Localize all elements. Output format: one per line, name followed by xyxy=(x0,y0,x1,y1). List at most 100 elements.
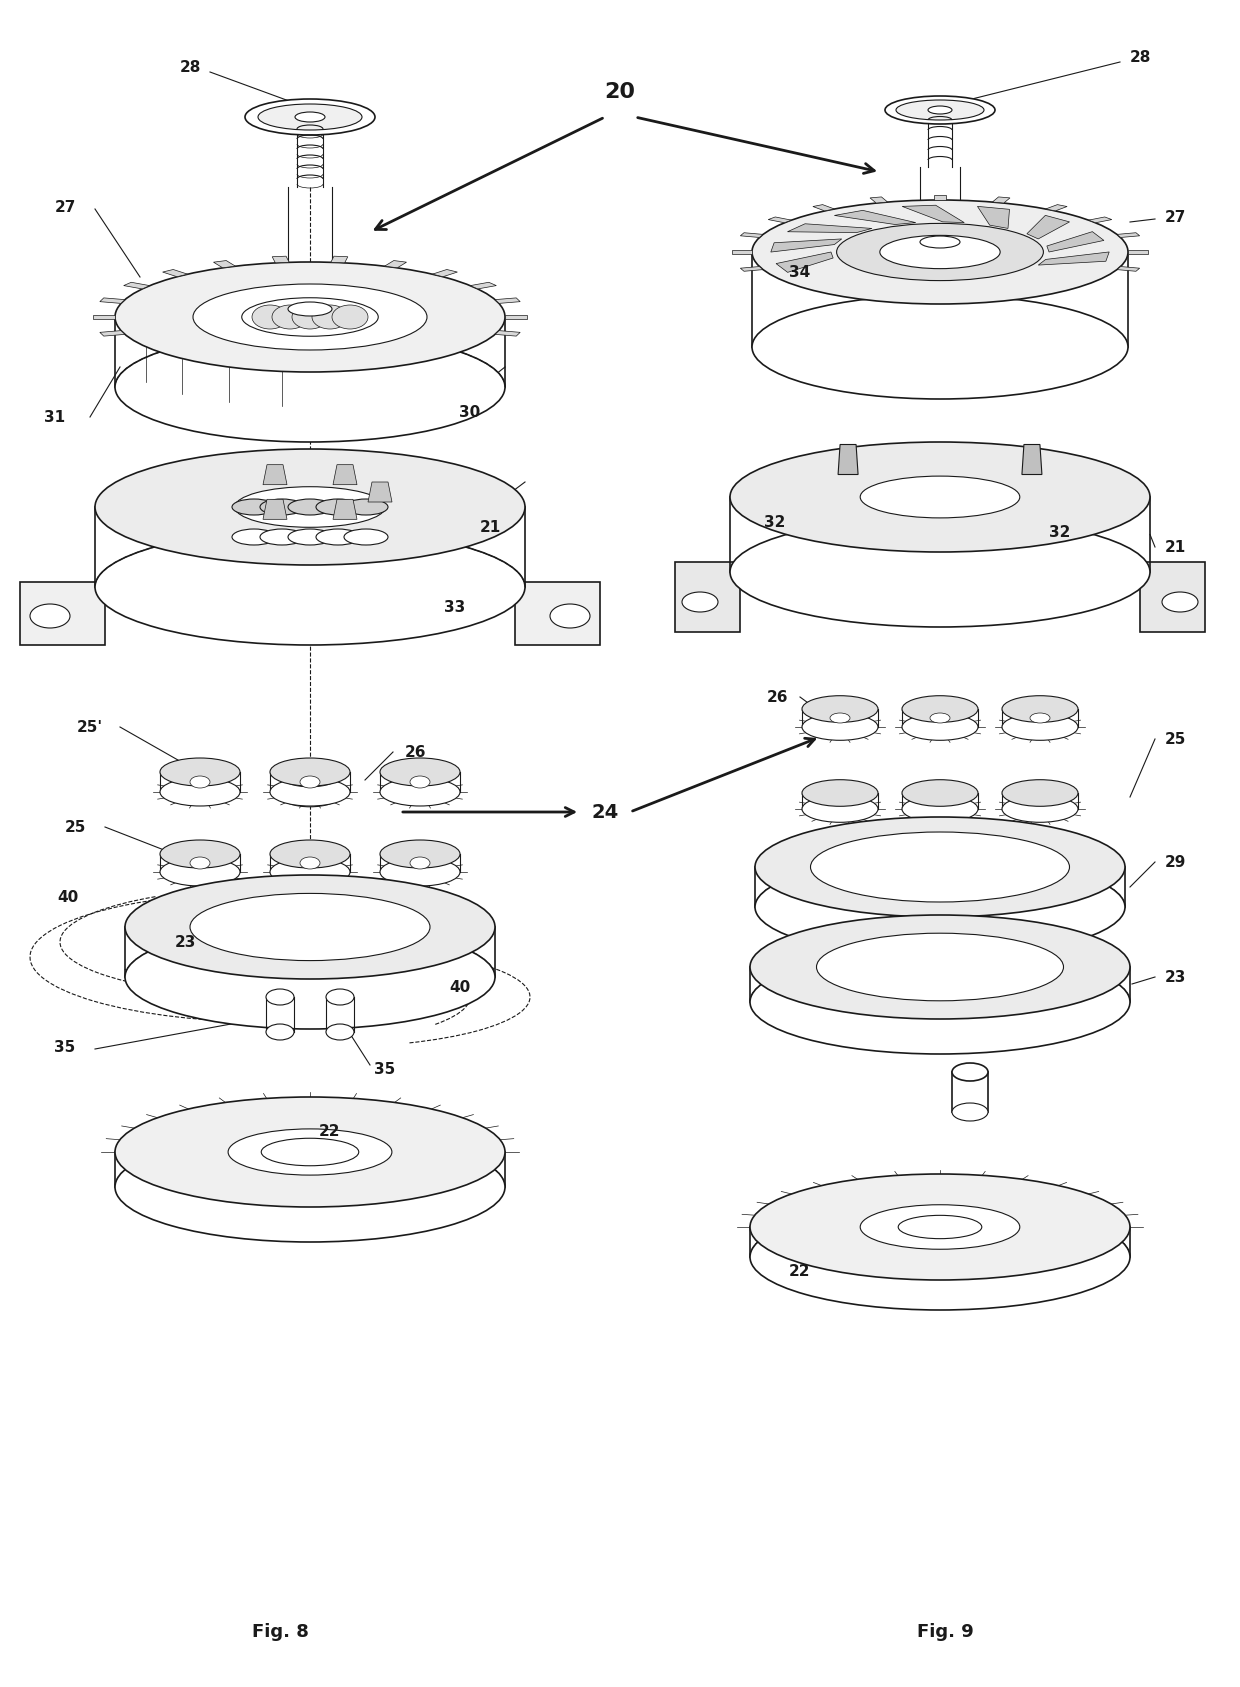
Polygon shape xyxy=(740,233,763,238)
Ellipse shape xyxy=(343,499,388,515)
Polygon shape xyxy=(273,256,289,263)
Text: 27: 27 xyxy=(55,199,76,214)
Polygon shape xyxy=(368,482,392,503)
Text: 35: 35 xyxy=(374,1061,396,1076)
Ellipse shape xyxy=(952,1103,988,1120)
Ellipse shape xyxy=(288,499,332,515)
Ellipse shape xyxy=(343,530,388,545)
Text: 23: 23 xyxy=(1164,970,1185,985)
Ellipse shape xyxy=(232,530,277,545)
Polygon shape xyxy=(769,218,791,223)
Ellipse shape xyxy=(95,449,525,565)
Polygon shape xyxy=(433,270,458,277)
Text: Fig. 8: Fig. 8 xyxy=(252,1623,309,1641)
Polygon shape xyxy=(1045,204,1068,211)
Ellipse shape xyxy=(750,914,1130,1019)
Polygon shape xyxy=(870,197,888,202)
Text: 28: 28 xyxy=(1130,49,1151,64)
Ellipse shape xyxy=(1002,779,1078,806)
Polygon shape xyxy=(99,331,125,336)
Polygon shape xyxy=(470,282,496,288)
Polygon shape xyxy=(1022,444,1042,474)
Ellipse shape xyxy=(232,499,277,515)
Ellipse shape xyxy=(288,530,332,545)
Text: 25': 25' xyxy=(77,719,103,734)
Ellipse shape xyxy=(730,442,1149,552)
Ellipse shape xyxy=(861,1205,1019,1250)
Ellipse shape xyxy=(300,776,320,788)
Polygon shape xyxy=(334,499,357,520)
Text: 24: 24 xyxy=(591,803,619,822)
Ellipse shape xyxy=(326,989,353,1005)
Text: Fig. 9: Fig. 9 xyxy=(916,1623,973,1641)
Ellipse shape xyxy=(410,857,430,869)
Ellipse shape xyxy=(1002,714,1078,741)
Polygon shape xyxy=(992,197,1011,202)
Ellipse shape xyxy=(379,778,460,806)
Ellipse shape xyxy=(901,695,978,722)
Polygon shape xyxy=(20,582,105,644)
Ellipse shape xyxy=(901,779,978,806)
Text: 21: 21 xyxy=(480,520,501,535)
Ellipse shape xyxy=(750,1205,1130,1311)
Ellipse shape xyxy=(115,261,505,373)
Polygon shape xyxy=(732,250,751,253)
Ellipse shape xyxy=(316,499,360,515)
Ellipse shape xyxy=(300,857,320,869)
Polygon shape xyxy=(903,206,965,223)
Ellipse shape xyxy=(260,530,304,545)
Ellipse shape xyxy=(802,779,878,806)
Ellipse shape xyxy=(295,111,325,121)
Ellipse shape xyxy=(901,714,978,741)
Ellipse shape xyxy=(816,933,1064,1000)
Ellipse shape xyxy=(332,305,368,329)
Ellipse shape xyxy=(551,604,590,628)
Text: 31: 31 xyxy=(45,410,66,425)
Ellipse shape xyxy=(901,796,978,822)
Polygon shape xyxy=(124,282,150,288)
Polygon shape xyxy=(977,206,1009,228)
Ellipse shape xyxy=(682,592,718,612)
Ellipse shape xyxy=(312,305,348,329)
Polygon shape xyxy=(515,582,600,644)
Ellipse shape xyxy=(952,1063,988,1081)
Ellipse shape xyxy=(190,776,210,788)
Ellipse shape xyxy=(920,236,960,248)
Polygon shape xyxy=(331,256,347,263)
Ellipse shape xyxy=(193,283,427,349)
Polygon shape xyxy=(1047,231,1104,251)
Text: 27: 27 xyxy=(1164,209,1185,224)
Ellipse shape xyxy=(379,859,460,886)
Polygon shape xyxy=(1038,251,1110,265)
Polygon shape xyxy=(813,204,835,211)
Ellipse shape xyxy=(30,604,69,628)
Ellipse shape xyxy=(379,840,460,869)
Ellipse shape xyxy=(1030,714,1050,724)
Ellipse shape xyxy=(830,714,849,724)
Polygon shape xyxy=(675,562,740,633)
Polygon shape xyxy=(384,260,407,268)
Text: 30: 30 xyxy=(459,405,481,420)
Ellipse shape xyxy=(802,695,878,722)
Polygon shape xyxy=(934,194,946,201)
Ellipse shape xyxy=(897,100,985,120)
Text: 35: 35 xyxy=(55,1039,76,1054)
Text: 40: 40 xyxy=(449,980,471,995)
Polygon shape xyxy=(1117,267,1140,272)
Ellipse shape xyxy=(755,857,1125,957)
Text: 40: 40 xyxy=(57,889,78,904)
Ellipse shape xyxy=(115,332,505,442)
Ellipse shape xyxy=(160,840,241,869)
Polygon shape xyxy=(263,499,286,520)
Ellipse shape xyxy=(316,530,360,545)
Ellipse shape xyxy=(160,778,241,806)
Ellipse shape xyxy=(281,768,339,786)
Ellipse shape xyxy=(751,295,1128,400)
Ellipse shape xyxy=(802,796,878,822)
Ellipse shape xyxy=(751,201,1128,304)
Ellipse shape xyxy=(267,1024,294,1039)
Ellipse shape xyxy=(234,488,386,528)
Text: 22: 22 xyxy=(789,1265,811,1279)
Ellipse shape xyxy=(1002,796,1078,822)
Polygon shape xyxy=(334,464,357,484)
